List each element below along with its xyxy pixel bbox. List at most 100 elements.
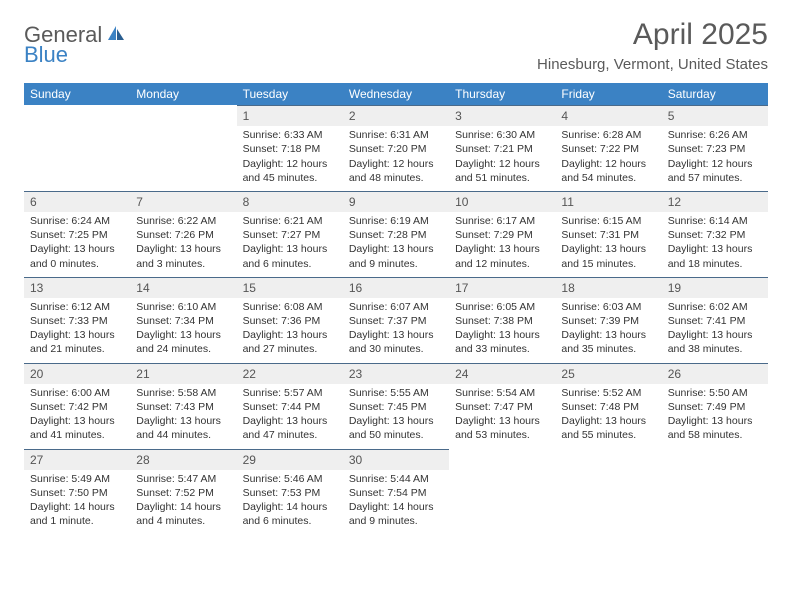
logo-line2: Blue [24,42,68,68]
sunrise-line: Sunrise: 5:57 AM [243,386,337,400]
day-number: 23 [343,363,449,384]
sunset-line: Sunset: 7:52 PM [136,486,230,500]
sunset-line: Sunset: 7:54 PM [349,486,443,500]
sunset-line: Sunset: 7:32 PM [668,228,762,242]
week-row: 13Sunrise: 6:12 AMSunset: 7:33 PMDayligh… [24,277,768,363]
sunrise-line: Sunrise: 5:47 AM [136,472,230,486]
sunrise-line: Sunrise: 6:17 AM [455,214,549,228]
sunrise-line: Sunrise: 5:49 AM [30,472,124,486]
sunrise-line: Sunrise: 6:15 AM [561,214,655,228]
day-body: Sunrise: 6:26 AMSunset: 7:23 PMDaylight:… [662,126,768,191]
daylight-line: Daylight: 14 hours and 1 minute. [30,500,124,528]
daylight-line: Daylight: 14 hours and 9 minutes. [349,500,443,528]
day-number: 5 [662,105,768,126]
day-body: Sunrise: 5:47 AMSunset: 7:52 PMDaylight:… [130,470,236,535]
daylight-line: Daylight: 13 hours and 18 minutes. [668,242,762,270]
day-number: 20 [24,363,130,384]
sunrise-line: Sunrise: 6:26 AM [668,128,762,142]
daylight-line: Daylight: 12 hours and 45 minutes. [243,157,337,185]
day-number: 22 [237,363,343,384]
sunrise-line: Sunrise: 5:52 AM [561,386,655,400]
day-cell: 23Sunrise: 5:55 AMSunset: 7:45 PMDayligh… [343,363,449,449]
day-cell: 8Sunrise: 6:21 AMSunset: 7:27 PMDaylight… [237,191,343,277]
day-body: Sunrise: 5:58 AMSunset: 7:43 PMDaylight:… [130,384,236,449]
day-of-week-row: SundayMondayTuesdayWednesdayThursdayFrid… [24,83,768,105]
day-cell: 25Sunrise: 5:52 AMSunset: 7:48 PMDayligh… [555,363,661,449]
daylight-line: Daylight: 13 hours and 53 minutes. [455,414,549,442]
day-number: 24 [449,363,555,384]
day-body: Sunrise: 6:28 AMSunset: 7:22 PMDaylight:… [555,126,661,191]
daylight-line: Daylight: 13 hours and 55 minutes. [561,414,655,442]
day-number: 11 [555,191,661,212]
daylight-line: Daylight: 13 hours and 38 minutes. [668,328,762,356]
day-number: 29 [237,449,343,470]
day-cell: 20 Sunrise: 6:00 AMSunset: 7:42 PMDayligh… [24,363,130,449]
day-body: Sunrise: 6:15 AMSunset: 7:31 PMDaylight:… [555,212,661,277]
day-cell [555,449,661,535]
day-cell [130,105,236,191]
sunset-line: Sunset: 7:20 PM [349,142,443,156]
day-body: Sunrise: 6:17 AMSunset: 7:29 PMDaylight:… [449,212,555,277]
day-cell [24,105,130,191]
week-row: 6Sunrise: 6:24 AMSunset: 7:25 PMDaylight… [24,191,768,277]
daylight-line: Daylight: 13 hours and 15 minutes. [561,242,655,270]
daylight-line: Daylight: 13 hours and 21 minutes. [30,328,124,356]
day-number: 27 [24,449,130,470]
day-number: 13 [24,277,130,298]
sunset-line: Sunset: 7:36 PM [243,314,337,328]
sunrise-line: Sunrise: 6:03 AM [561,300,655,314]
sunrise-line: Sunrise: 6:22 AM [136,214,230,228]
day-body: Sunrise: 6:02 AMSunset: 7:41 PMDaylight:… [662,298,768,363]
day-cell: 2Sunrise: 6:31 AMSunset: 7:20 PMDaylight… [343,105,449,191]
sunset-line: Sunset: 7:39 PM [561,314,655,328]
day-cell: 11Sunrise: 6:15 AMSunset: 7:31 PMDayligh… [555,191,661,277]
day-number: 15 [237,277,343,298]
daylight-line: Daylight: 13 hours and 3 minutes. [136,242,230,270]
daylight-line: Daylight: 13 hours and 6 minutes. [243,242,337,270]
day-number: 17 [449,277,555,298]
day-body: Sunrise: 6:05 AMSunset: 7:38 PMDaylight:… [449,298,555,363]
sunrise-line: Sunrise: 6:00 AM [30,386,124,400]
sunset-line: Sunset: 7:49 PM [668,400,762,414]
sunset-line: Sunset: 7:47 PM [455,400,549,414]
day-number: 19 [662,277,768,298]
daylight-line: Daylight: 12 hours and 51 minutes. [455,157,549,185]
sunset-line: Sunset: 7:38 PM [455,314,549,328]
week-row: 27Sunrise: 5:49 AMSunset: 7:50 PMDayligh… [24,449,768,535]
day-cell: 22Sunrise: 5:57 AMSunset: 7:44 PMDayligh… [237,363,343,449]
daylight-line: Daylight: 13 hours and 0 minutes. [30,242,124,270]
day-body: Sunrise: 5:49 AMSunset: 7:50 PMDaylight:… [24,470,130,535]
day-number: 2 [343,105,449,126]
day-body: Sunrise: 6:22 AMSunset: 7:26 PMDaylight:… [130,212,236,277]
day-body: Sunrise: 6:31 AMSunset: 7:20 PMDaylight:… [343,126,449,191]
day-body: Sunrise: 5:50 AMSunset: 7:49 PMDaylight:… [662,384,768,449]
day-number: 21 [130,363,236,384]
sunrise-line: Sunrise: 6:19 AM [349,214,443,228]
day-body: Sunrise: 5:46 AMSunset: 7:53 PMDaylight:… [237,470,343,535]
sunrise-line: Sunrise: 6:07 AM [349,300,443,314]
daylight-line: Daylight: 13 hours and 58 minutes. [668,414,762,442]
day-cell: 17Sunrise: 6:05 AMSunset: 7:38 PMDayligh… [449,277,555,363]
title-block: April 2025 Hinesburg, Vermont, United St… [537,18,768,73]
daylight-line: Daylight: 13 hours and 41 minutes. [30,414,124,442]
week-row: 1Sunrise: 6:33 AMSunset: 7:18 PMDaylight… [24,105,768,191]
day-number: 26 [662,363,768,384]
day-body: Sunrise: 5:52 AMSunset: 7:48 PMDaylight:… [555,384,661,449]
sunrise-line: Sunrise: 5:50 AM [668,386,762,400]
sunset-line: Sunset: 7:23 PM [668,142,762,156]
daylight-line: Daylight: 12 hours and 57 minutes. [668,157,762,185]
sunrise-line: Sunrise: 6:05 AM [455,300,549,314]
daylight-line: Daylight: 13 hours and 50 minutes. [349,414,443,442]
sunset-line: Sunset: 7:21 PM [455,142,549,156]
day-cell [662,449,768,535]
dow-cell: Saturday [662,83,768,105]
sunrise-line: Sunrise: 6:14 AM [668,214,762,228]
day-body: Sunrise: 6:07 AMSunset: 7:37 PMDaylight:… [343,298,449,363]
daylight-line: Daylight: 13 hours and 35 minutes. [561,328,655,356]
day-number: 14 [130,277,236,298]
sunset-line: Sunset: 7:42 PM [30,400,124,414]
day-cell: 6Sunrise: 6:24 AMSunset: 7:25 PMDaylight… [24,191,130,277]
sunset-line: Sunset: 7:26 PM [136,228,230,242]
day-cell: 15Sunrise: 6:08 AMSunset: 7:36 PMDayligh… [237,277,343,363]
day-number: 3 [449,105,555,126]
